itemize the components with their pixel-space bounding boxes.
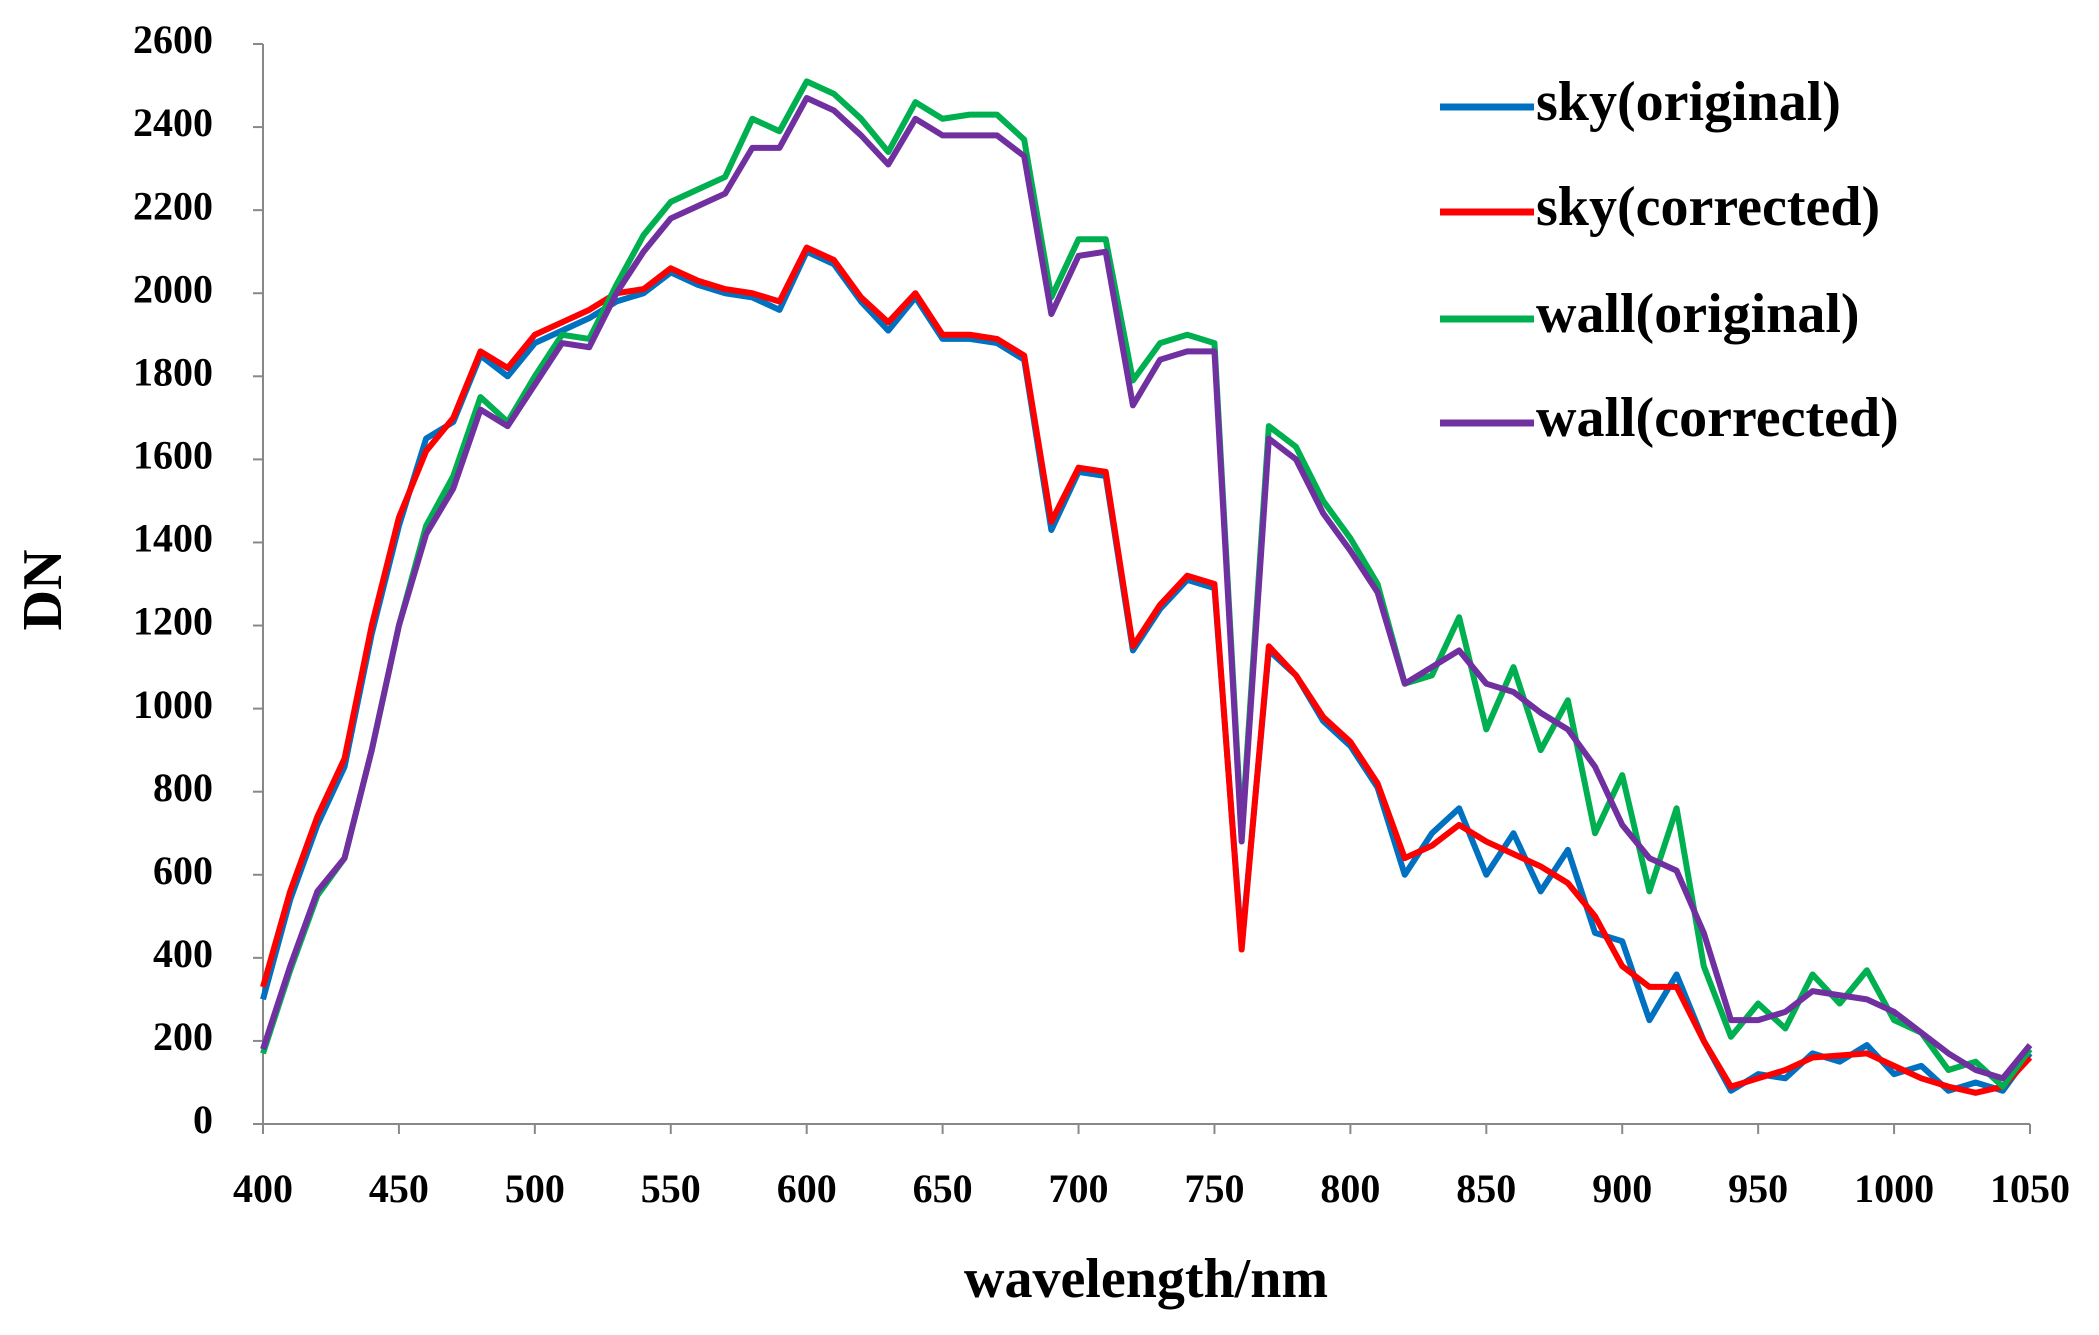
y-axis-title: DN bbox=[12, 550, 74, 631]
y-tick-label: 0 bbox=[193, 1097, 213, 1142]
y-tick-label: 2600 bbox=[133, 17, 213, 62]
y-tick-label: 1800 bbox=[133, 349, 213, 394]
x-tick-label: 400 bbox=[233, 1166, 293, 1211]
legend-label: wall(corrected) bbox=[1536, 387, 1899, 449]
x-axis-title: wavelength/nm bbox=[964, 1248, 1328, 1310]
y-tick-label: 2000 bbox=[133, 266, 213, 311]
legend-label: sky(original) bbox=[1536, 71, 1841, 133]
x-tick-label: 500 bbox=[505, 1166, 565, 1211]
x-tick-label: 750 bbox=[1184, 1166, 1244, 1211]
legend-label: wall(original) bbox=[1536, 283, 1860, 345]
x-tick-label: 950 bbox=[1728, 1166, 1788, 1211]
y-tick-label: 2200 bbox=[133, 183, 213, 228]
x-tick-label: 1050 bbox=[1990, 1166, 2070, 1211]
x-tick-label: 700 bbox=[1049, 1166, 1109, 1211]
x-tick-label: 1000 bbox=[1854, 1166, 1934, 1211]
y-tick-label: 2400 bbox=[133, 100, 213, 145]
y-tick-label: 400 bbox=[153, 931, 213, 976]
y-tick-label: 1600 bbox=[133, 433, 213, 478]
y-tick-label: 1200 bbox=[133, 599, 213, 644]
x-tick-label: 800 bbox=[1320, 1166, 1380, 1211]
x-tick-label: 850 bbox=[1456, 1166, 1516, 1211]
y-tick-label: 1400 bbox=[133, 516, 213, 561]
x-tick-label: 900 bbox=[1592, 1166, 1652, 1211]
y-tick-label: 1000 bbox=[133, 682, 213, 727]
y-tick-label: 800 bbox=[153, 765, 213, 810]
x-tick-label: 600 bbox=[777, 1166, 837, 1211]
y-tick-label: 200 bbox=[153, 1014, 213, 1059]
data-line bbox=[260, 95, 2033, 1082]
legend-label: sky(corrected) bbox=[1536, 176, 1880, 238]
data-line bbox=[260, 78, 2033, 1090]
data-line bbox=[260, 244, 2033, 1096]
x-tick-label: 550 bbox=[641, 1166, 701, 1211]
x-tick-label: 650 bbox=[913, 1166, 973, 1211]
x-tick-label: 450 bbox=[369, 1166, 429, 1211]
y-tick-label: 600 bbox=[153, 848, 213, 893]
